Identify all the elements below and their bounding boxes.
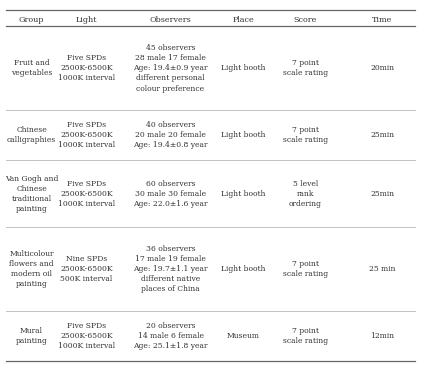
Text: Group: Group [19, 16, 44, 24]
Text: Fruit and
vegetables: Fruit and vegetables [11, 59, 52, 77]
Text: 60 observers
30 male 30 female
Age: 22.0±1.6 year: 60 observers 30 male 30 female Age: 22.0… [133, 180, 208, 208]
Text: 7 point
scale rating: 7 point scale rating [282, 260, 328, 278]
Text: 25min: 25min [370, 131, 394, 139]
Text: 7 point
scale rating: 7 point scale rating [282, 327, 328, 345]
Text: Five SPDs
2500K-6500K
1000K interval: Five SPDs 2500K-6500K 1000K interval [58, 54, 115, 82]
Text: Observers: Observers [149, 16, 192, 24]
Text: Light booth: Light booth [221, 190, 266, 198]
Text: 7 point
scale rating: 7 point scale rating [282, 126, 328, 144]
Text: Score: Score [293, 16, 317, 24]
Text: Five SPDs
2500K-6500K
1000K interval: Five SPDs 2500K-6500K 1000K interval [58, 180, 115, 208]
Text: Museum: Museum [227, 332, 260, 340]
Text: Light booth: Light booth [221, 131, 266, 139]
Text: Light booth: Light booth [221, 265, 266, 273]
Text: Van Gogh and
Chinese
traditional
painting: Van Gogh and Chinese traditional paintin… [5, 175, 58, 213]
Text: 7 point
scale rating: 7 point scale rating [282, 59, 328, 77]
Text: Light booth: Light booth [221, 64, 266, 72]
Text: Five SPDs
2500K-6500K
1000K interval: Five SPDs 2500K-6500K 1000K interval [58, 121, 115, 149]
Text: Mural
painting: Mural painting [16, 327, 48, 345]
Text: Light: Light [75, 16, 97, 24]
Text: 25 min: 25 min [369, 265, 395, 273]
Text: 20 observers
14 male 6 female
Age: 25.1±1.8 year: 20 observers 14 male 6 female Age: 25.1±… [133, 322, 208, 350]
Text: 36 observers
17 male 19 female
Age: 19.7±1.1 year
different native
places of Chi: 36 observers 17 male 19 female Age: 19.7… [133, 245, 208, 294]
Text: 40 observers
20 male 20 female
Age: 19.4±0.8 year: 40 observers 20 male 20 female Age: 19.4… [133, 121, 208, 149]
Text: 45 observers
28 male 17 female
Age: 19.4±0.9 year
different personal
colour pref: 45 observers 28 male 17 female Age: 19.4… [133, 44, 208, 93]
Text: 5 level
rank
ordering: 5 level rank ordering [289, 180, 322, 208]
Text: Chinese
calligraphies: Chinese calligraphies [7, 126, 56, 144]
Text: 20min: 20min [370, 64, 394, 72]
Text: Five SPDs
2500K-6500K
1000K interval: Five SPDs 2500K-6500K 1000K interval [58, 322, 115, 350]
Text: Place: Place [232, 16, 254, 24]
Text: Nine SPDs
2500K-6500K
500K interval: Nine SPDs 2500K-6500K 500K interval [60, 255, 113, 283]
Text: 12min: 12min [370, 332, 394, 340]
Text: Multicolour
flowers and
modern oil
painting: Multicolour flowers and modern oil paint… [9, 250, 54, 289]
Text: Time: Time [372, 16, 392, 24]
Text: 25min: 25min [370, 190, 394, 198]
